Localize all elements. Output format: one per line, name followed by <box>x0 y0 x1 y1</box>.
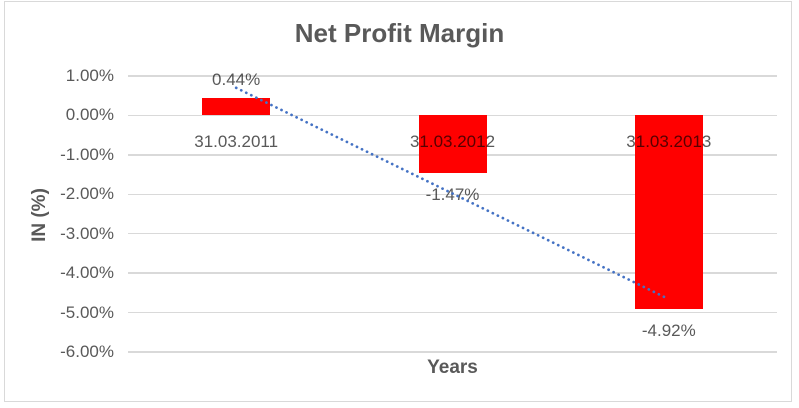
data-label: 0.44% <box>212 70 261 90</box>
gridline <box>128 311 777 314</box>
x-category-label: 31.03.2013 <box>626 132 712 152</box>
data-label: -4.92% <box>641 321 696 341</box>
y-tick-label: -6.00% <box>60 342 114 361</box>
x-category-label: 31.03.2011 <box>194 132 279 152</box>
y-tick-label: 1.00% <box>65 66 114 85</box>
x-axis-title: Years <box>427 357 478 378</box>
x-category-label: 31.03.2012 <box>409 132 496 152</box>
y-tick-label: -2.00% <box>60 184 114 204</box>
y-tick-label: 0.00% <box>65 105 114 125</box>
y-tick-label: -5.00% <box>60 302 114 322</box>
gridline <box>128 351 777 353</box>
y-tick-label: -4.00% <box>60 263 114 283</box>
y-tick-label: -1.00% <box>60 144 114 164</box>
gridline <box>128 75 777 77</box>
data-label: -1.47% <box>425 185 480 205</box>
bar-31.03.2011[interactable] <box>202 98 271 116</box>
y-tick-label: -3.00% <box>60 223 114 243</box>
chart-title: Net Profit Margin <box>294 18 505 48</box>
y-axis-title: IN (%) <box>29 188 50 242</box>
